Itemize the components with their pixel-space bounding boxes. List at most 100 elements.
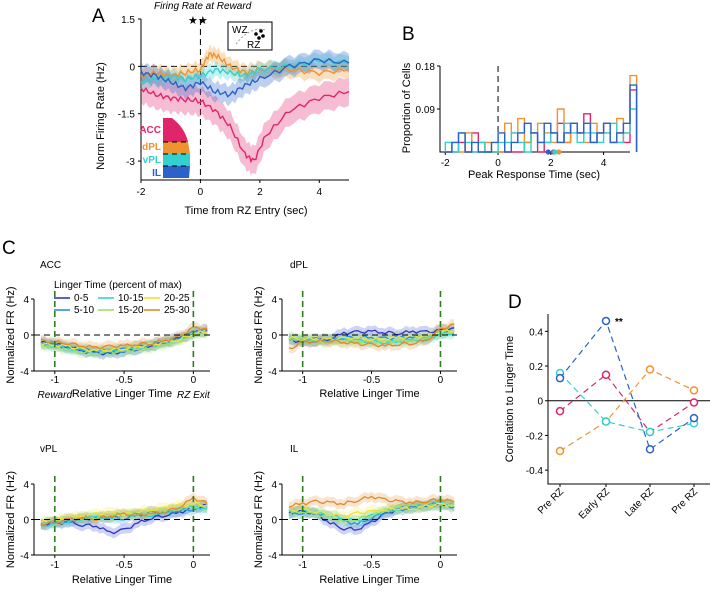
linger-legend-5-10: 5-10 (74, 305, 94, 316)
significance-stars: ★★ (188, 15, 208, 27)
panel-d-xtick-label: Late RZ (623, 486, 656, 519)
panel-d-label: D (508, 292, 522, 313)
corr-point-acc (555, 406, 565, 416)
corr-point-dpl (645, 365, 655, 374)
band-acc (141, 73, 349, 176)
panel-d-lines: ** (555, 316, 699, 456)
inset-rz-label: RZ (247, 40, 260, 51)
panel-c-xtick-label: 0 (438, 375, 444, 386)
panel-a-ytick-label: 0 (129, 62, 135, 73)
panel-c-title: ACC (40, 260, 61, 271)
corr-point-il (689, 413, 699, 423)
panel-c-ytick-label: -4 (268, 551, 277, 562)
panel-c-ylabel: Normalized FR (Hz) (5, 471, 17, 568)
panel-d-ytick-label: 0 (537, 397, 543, 408)
panel-c-xtick-label: 0 (191, 375, 197, 386)
panel-c-ylabel: Normalized FR (Hz) (253, 471, 265, 568)
legend-swatch-vpl (163, 154, 190, 166)
panel-a-xlabel: Time from RZ Entry (sec) (184, 205, 307, 217)
rz-exit-label: RZ Exit (177, 390, 211, 401)
panel-c-xtick-label: -0.5 (363, 375, 381, 386)
panel-b-xtick-label: 2 (548, 158, 554, 169)
panel-c-ytick-label: 4 (271, 295, 277, 306)
corr-point-dpl (689, 386, 699, 395)
panel-d-ytick-label: 0.4 (529, 327, 543, 338)
panel-b-label: B (402, 24, 415, 45)
band-20-25 (288, 325, 455, 347)
panel-c-lines (40, 326, 208, 356)
line-25-30 (288, 323, 455, 350)
panel-a-axes: -2 0 2 4 1.5 0 -1.5 -3 (118, 15, 349, 198)
panel-c-ytick-label: 4 (23, 480, 29, 491)
band-25-30 (288, 319, 455, 354)
panel-a-ytick-label: -1.5 (118, 110, 136, 121)
panel-c-ylabel: Normalized FR (Hz) (253, 286, 265, 383)
panel-b-xlabel: Peak Response Time (sec) (468, 169, 600, 181)
panel-d: D 0.4 0.2 0 -0.2 -0.4 Pre RZ Early RZ Late RZ Pr… (504, 292, 710, 522)
legend-vpl: vPL (143, 155, 161, 166)
panel-c-xtick-label: -1 (298, 560, 307, 571)
panel-b-ytick-label: 0.09 (416, 105, 436, 116)
panel-a-ytick-label: 1.5 (121, 15, 135, 26)
line-5-10 (40, 327, 208, 354)
panel-c-lines (288, 323, 455, 350)
panel-b-xtick-label: 4 (601, 158, 607, 169)
histogram-dpl (445, 74, 638, 153)
panel-c-ytick-label: 0 (23, 331, 29, 342)
panel-c-ytick-label: -4 (20, 367, 29, 378)
corr-point-acc (601, 370, 611, 379)
corr-point-acc (689, 398, 699, 407)
panel-a: A Firing Rate at Reward ★★ Norm Firing R… (92, 1, 350, 217)
corr-point-vpl (645, 427, 655, 437)
panel-d-xtick-label: Pre RZ (670, 486, 700, 516)
line-25-30 (40, 496, 208, 526)
corr-point-il (645, 445, 655, 454)
corr-point-dpl (555, 446, 565, 456)
corr-line-acc (559, 373, 695, 433)
linger-legend-15-20: 15-20 (118, 305, 144, 316)
panel-c-lines (288, 495, 455, 531)
line-25-30 (288, 495, 455, 508)
linger-legend-10-15: 10-15 (118, 293, 144, 304)
corr-point-il (555, 373, 565, 383)
panel-c-ylabel: Normalized FR (Hz) (5, 286, 17, 383)
band-dpl (141, 45, 349, 87)
linger-legend-25-30: 25-30 (164, 305, 190, 316)
panel-b-xtick-label: -2 (441, 158, 450, 169)
inset-wz-label: WZ (232, 25, 248, 36)
linger-legend-0-5: 0-5 (74, 293, 89, 304)
corr-point-il (601, 316, 611, 326)
panel-c-ytick-label: 4 (271, 480, 277, 491)
legend-swatch-il (163, 166, 190, 178)
legend-dpl: dPL (142, 142, 161, 153)
panel-c-xtick-label: -1 (50, 560, 59, 571)
panel-c-title: dPL (290, 260, 308, 271)
significance-label: ** (615, 317, 623, 328)
line-acc (140, 86, 350, 164)
corr-point-vpl (601, 417, 611, 426)
panel-a-xtick-label: 4 (317, 187, 323, 198)
panel-c-xtick-label: -0.5 (115, 375, 133, 386)
panel-a-lines (140, 51, 350, 164)
panel-c-xtick-label: -0.5 (115, 560, 133, 571)
panel-d-ytick-label: -0.4 (526, 466, 544, 477)
panel-c-xtick-label: 0 (438, 560, 444, 571)
panel-d-xtick-label: Early RZ (577, 486, 612, 521)
panel-c-xtick-label: 0 (191, 560, 197, 571)
panel-c-ytick-label: 4 (23, 295, 29, 306)
legend-swatch-dpl (163, 142, 190, 154)
panel-d-xtick-label: Pre RZ (536, 486, 566, 516)
line-il (140, 57, 350, 98)
panel-a-ytick-label: -3 (126, 157, 135, 168)
band-25-30 (40, 322, 208, 354)
histogram-il (445, 84, 638, 153)
panel-c-xtick-label: -0.5 (363, 560, 381, 571)
panel-c-ytick-label: 0 (23, 516, 29, 527)
median-marker-dpl (556, 149, 562, 155)
median-marker-vpl (552, 149, 558, 155)
legend-il: IL (152, 168, 161, 179)
band-0-5 (40, 499, 208, 539)
